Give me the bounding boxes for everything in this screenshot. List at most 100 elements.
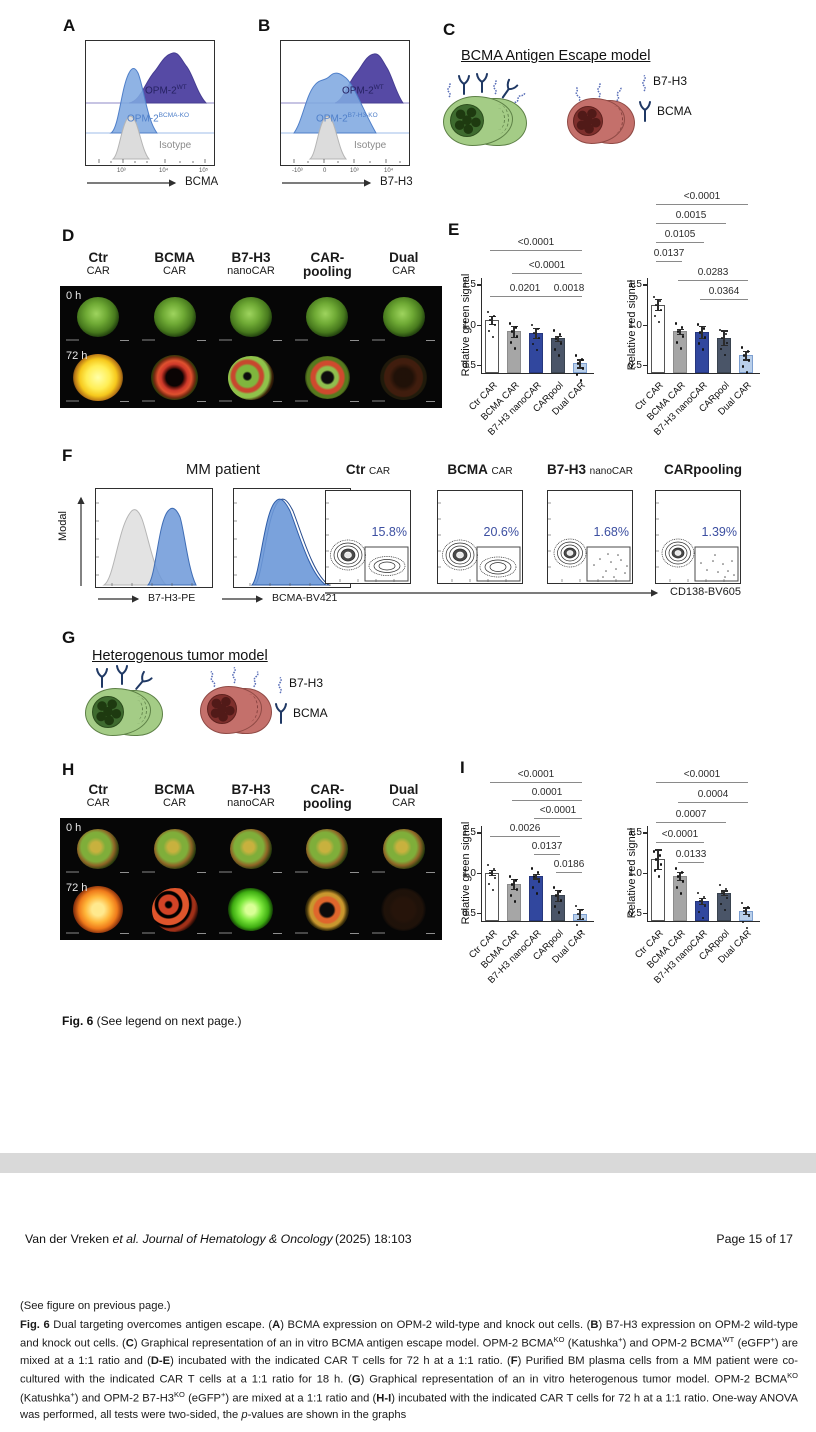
timepoint-label: 72 h (66, 350, 88, 362)
spheroid (151, 887, 198, 932)
bar-chart-green-signal-escape: Relative green signal 0.5 1.0 1.5 Ctr CAR BCM… (437, 148, 619, 453)
data-point (703, 335, 707, 339)
spheroid (73, 886, 124, 933)
caption-segment: ) B7-H3 expression on OPM-2 wild-type an… (20, 1319, 798, 1350)
legend-b7h3: B7-H3 (276, 672, 323, 694)
error-cap (510, 336, 518, 338)
spheroid (304, 356, 350, 399)
p-value: <0.0001 (539, 805, 577, 816)
data-point (537, 879, 541, 883)
contour-cluster (548, 502, 631, 582)
spheroid (77, 296, 120, 337)
panel-label-E: E (448, 220, 460, 239)
spheroid-image (289, 818, 365, 879)
error-cap (720, 895, 728, 897)
cell-nucleus (573, 106, 603, 136)
y-tick-label: 1.5 (628, 827, 642, 839)
data-point (747, 359, 751, 362)
patient-histogram-b7h3 (95, 488, 213, 588)
spheroid (228, 888, 274, 931)
error-cap (676, 879, 684, 882)
y-axis-line (647, 278, 649, 373)
data-point (696, 891, 700, 895)
data-point (532, 331, 536, 335)
error-cap (576, 908, 584, 911)
gate-percentage: 20.6% (483, 525, 519, 539)
b7h3-squiggle-icon (232, 666, 236, 684)
caption-segment: Dual targeting overcomes antigen escape.… (49, 1319, 273, 1331)
error-cap (742, 913, 750, 915)
legend-b7h3: B7-H3 (640, 70, 687, 92)
data-point (658, 854, 662, 857)
x-tick: 0 (323, 168, 327, 174)
y-tick-label: 1.5 (628, 279, 642, 291)
caption-segment: + (770, 1335, 775, 1345)
data-point (554, 337, 558, 340)
spheroid-image (289, 347, 365, 408)
error-bar (701, 897, 703, 905)
error-cap (742, 907, 750, 909)
cell-ridge (131, 700, 143, 720)
spheroid (73, 354, 124, 401)
spheroid-image (366, 879, 442, 940)
error-cap (554, 335, 562, 338)
data-point (725, 341, 729, 345)
caption-segment: ) are mixed at a 1:1 ratio and ( (225, 1392, 377, 1405)
significance-bracket (678, 862, 704, 863)
significance-bracket (656, 842, 704, 843)
data-point (576, 912, 580, 916)
significance-bracket (656, 261, 682, 262)
panel-label-C: C (443, 20, 456, 39)
data-point (724, 887, 728, 891)
bcma-y-icon (501, 78, 519, 99)
spheroid (306, 296, 349, 337)
caption-segment: ) Graphical representation of an in vitr… (133, 1337, 554, 1350)
p-value: 0.0015 (675, 210, 707, 221)
histogram-curves (281, 53, 409, 163)
caption-segment: KO (174, 1389, 185, 1399)
significance-bracket (556, 872, 582, 873)
data-point (536, 327, 540, 331)
spheroid-image (60, 286, 136, 347)
gate-percentage: 1.39% (701, 525, 737, 539)
error-cap (554, 900, 562, 903)
spheroid-image (366, 347, 442, 408)
bar-chart-red-signal-heterogenous: Relative red signal 0.5 1.0 1.5 Ctr CAR BCMA … (603, 696, 785, 1001)
spheroid-image (136, 879, 212, 940)
data-point (492, 314, 496, 318)
data-point (492, 867, 496, 871)
caption-segment: ) are mixed at a 1:1 ratio and ( (20, 1337, 798, 1367)
p-value: 0.0137 (653, 248, 685, 259)
data-point (745, 926, 749, 930)
p-value: <0.0001 (661, 829, 699, 840)
contour-plot-ctr: 15.8% (325, 490, 411, 584)
caption-segment: KO (553, 1335, 565, 1345)
data-point (557, 354, 561, 357)
tumor-cell-red-escape (567, 82, 639, 148)
significance-bracket (490, 250, 582, 251)
data-point (552, 886, 556, 889)
error-bar (745, 351, 747, 360)
bar-chart-red-signal-escape: Relative red signal 0.5 1.0 1.5 Ctr CAR BCMA … (603, 148, 785, 453)
bcma-y-icon (135, 670, 153, 690)
spheroid-image (60, 879, 136, 940)
cell-nucleus (450, 104, 484, 137)
data-point (725, 896, 729, 900)
spheroid-image (213, 347, 289, 408)
spheroid-image (289, 286, 365, 347)
data-point (652, 295, 656, 299)
y-tick-label: 0.5 (628, 359, 642, 371)
significance-bracket (656, 223, 726, 224)
spheroid-image (366, 286, 442, 347)
caption-segment: D-E (150, 1354, 171, 1367)
p-value: 0.0105 (664, 229, 696, 240)
data-point (513, 899, 517, 903)
data-point (659, 308, 663, 312)
error-cap (554, 889, 562, 891)
data-point (740, 346, 744, 349)
legend-bcma: BCMA (274, 702, 328, 724)
b7h3-squiggle-icon (597, 82, 601, 98)
data-point (681, 335, 685, 338)
y-tick-label: 1.0 (462, 867, 476, 879)
data-point (703, 904, 707, 908)
